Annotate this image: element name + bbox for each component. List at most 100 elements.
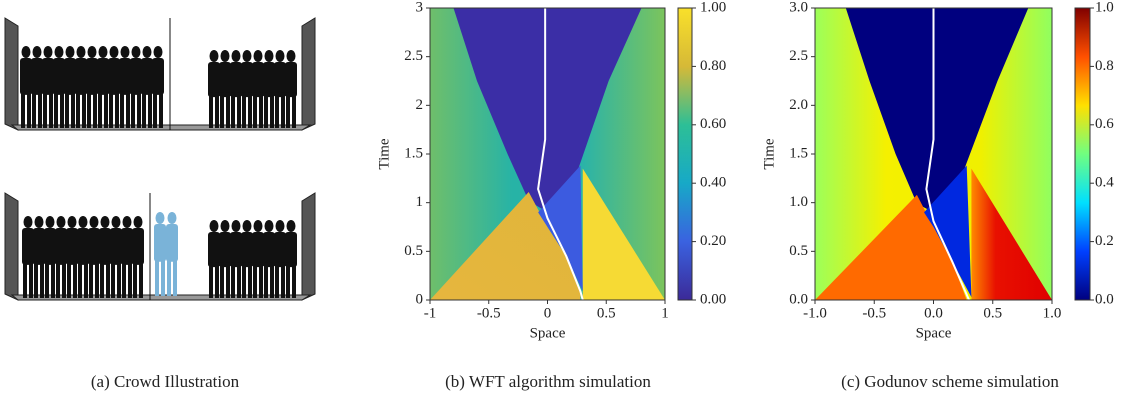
person-body — [141, 58, 153, 95]
person-leg — [226, 262, 230, 298]
person-body — [252, 62, 264, 98]
person-leg — [40, 261, 44, 298]
person-leg — [122, 261, 126, 298]
caption: (b) WFT algorithm simulation — [445, 372, 651, 391]
person-head — [220, 50, 230, 62]
colorbar-tick-label: 0.40 — [700, 175, 726, 191]
heatmap-region — [845, 8, 1029, 213]
person-leg — [32, 91, 36, 128]
person-leg — [292, 92, 296, 128]
person-leg — [54, 91, 58, 128]
person-leg — [292, 262, 296, 298]
colorbar — [1074, 7, 1091, 301]
x-tick-label: 0 — [544, 305, 552, 321]
person-head — [242, 220, 252, 232]
person-head — [220, 220, 230, 232]
person-head — [253, 220, 263, 232]
wall — [301, 17, 316, 131]
person-body — [263, 62, 275, 98]
person-leg — [78, 261, 82, 298]
heatmap-region — [971, 168, 1052, 300]
person-body — [86, 58, 98, 95]
y-tick-label: 1.5 — [789, 145, 808, 161]
person-body — [33, 228, 45, 265]
person-body — [55, 228, 67, 265]
y-tick-label: 1.0 — [789, 194, 808, 210]
heatmap-region — [538, 165, 583, 292]
person-leg — [231, 92, 235, 128]
person-leg — [264, 92, 268, 128]
person-leg — [82, 91, 86, 128]
y-tick-label: 2.5 — [404, 48, 423, 64]
person-leg — [100, 261, 104, 298]
y-axis-label: Time — [761, 138, 777, 169]
heatmap-region — [582, 168, 665, 300]
person-leg — [29, 261, 33, 298]
person-leg — [104, 91, 108, 128]
person-head — [32, 46, 42, 58]
x-tick-label: -1.0 — [803, 305, 827, 321]
person-leg — [153, 91, 157, 128]
x-tick-label: -1 — [424, 305, 437, 321]
person-leg — [248, 92, 252, 128]
y-tick-label: 0 — [416, 291, 424, 307]
person-body — [219, 232, 231, 268]
person-head — [111, 216, 121, 228]
person-body — [110, 228, 122, 265]
y-tick-label: 2 — [416, 97, 424, 113]
person-head — [264, 220, 274, 232]
heatmap-region — [815, 194, 967, 300]
person-body — [241, 232, 253, 268]
y-tick-label: 1 — [416, 194, 424, 210]
person-leg — [139, 261, 143, 298]
person-body — [99, 228, 111, 265]
colorbar-tick-label: 0.8 — [1095, 58, 1114, 74]
person-leg — [84, 261, 88, 298]
person-leg — [209, 262, 213, 298]
person-leg — [264, 262, 268, 298]
person-leg — [51, 261, 55, 298]
person-leg — [167, 258, 171, 296]
shock-line — [925, 8, 970, 301]
caption: (a) Crowd Illustration — [91, 372, 240, 391]
person-leg — [73, 261, 77, 298]
person-head — [133, 216, 143, 228]
x-axis-label: Space — [916, 325, 952, 341]
person-head — [54, 46, 64, 58]
person-leg — [60, 91, 64, 128]
person-leg — [270, 262, 274, 298]
caption: (c) Godunov scheme simulation — [841, 372, 1059, 391]
person-leg — [161, 258, 165, 296]
person-body — [152, 58, 164, 95]
person-leg — [133, 261, 137, 298]
person-head — [153, 46, 163, 58]
person-leg — [67, 261, 71, 298]
person-body — [132, 228, 144, 265]
person-body — [53, 58, 65, 95]
person-head — [209, 50, 219, 62]
person-leg — [95, 261, 99, 298]
person-leg — [49, 91, 53, 128]
y-tick-label: 2.0 — [789, 97, 808, 113]
person-head — [155, 212, 165, 224]
person-leg — [281, 92, 285, 128]
person-leg — [38, 91, 42, 128]
colorbar-tick-label: 0.0 — [1095, 291, 1114, 307]
person-leg — [76, 91, 80, 128]
person-leg — [242, 262, 246, 298]
person-leg — [137, 91, 141, 128]
x-tick-label: -0.5 — [477, 305, 501, 321]
colorbar-tick-label: 1.00 — [700, 0, 726, 15]
person-leg — [21, 91, 25, 128]
person-head — [89, 216, 99, 228]
person-head — [43, 46, 53, 58]
person-head — [286, 220, 296, 232]
person-body — [274, 62, 286, 98]
person-leg — [65, 91, 69, 128]
person-body — [31, 58, 43, 95]
person-head — [65, 46, 75, 58]
person-body — [230, 62, 242, 98]
person-body — [22, 228, 34, 265]
person-head — [120, 46, 130, 58]
colorbar-tick-label: 0.6 — [1095, 116, 1114, 132]
